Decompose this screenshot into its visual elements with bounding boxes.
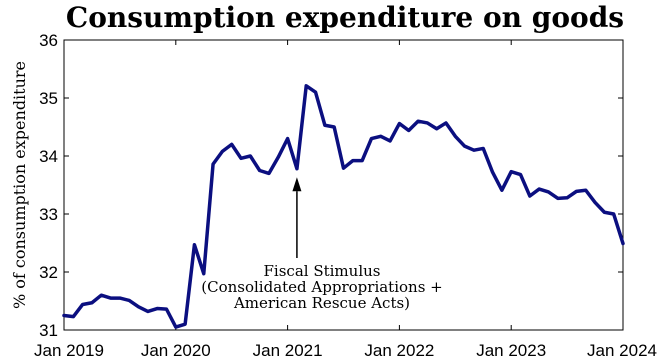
x-tick-label: Jan 2019 <box>34 341 104 360</box>
annotation: Fiscal Stimulus(Consolidated Appropriati… <box>201 177 443 312</box>
annotation-text-line: Fiscal Stimulus <box>264 262 381 280</box>
x-tick-label: Jan 2023 <box>476 341 546 360</box>
y-tick-label: 31 <box>39 321 58 340</box>
x-tick-label: Jan 2020 <box>141 341 211 360</box>
y-tick-label: 35 <box>39 89 58 108</box>
y-tick-label: 36 <box>39 31 58 50</box>
chart-title: Consumption expenditure on goods <box>66 1 624 34</box>
y-tick-label: 33 <box>39 205 58 224</box>
annotation-text-line: American Rescue Acts) <box>233 294 410 312</box>
y-tick-label: 32 <box>39 263 58 282</box>
x-tick-label: Jan 2022 <box>364 341 434 360</box>
y-axis-label: % of consumption expenditure <box>10 61 29 309</box>
x-ticks: Jan 2019 Jan 2020 Jan 2021 Jan 2022 Jan 2023… <box>34 40 657 360</box>
annotation-arrow-head <box>292 177 302 192</box>
x-tick-label: Jan 2024 <box>587 341 657 360</box>
plot-area <box>63 39 624 331</box>
x-tick-label: Jan 2021 <box>253 341 323 360</box>
annotation-text-line: (Consolidated Appropriations + <box>201 278 442 296</box>
y-ticks: 31 32 33 34 35 36 <box>39 31 623 340</box>
series-line <box>62 84 625 329</box>
y-tick-label: 34 <box>39 147 58 166</box>
